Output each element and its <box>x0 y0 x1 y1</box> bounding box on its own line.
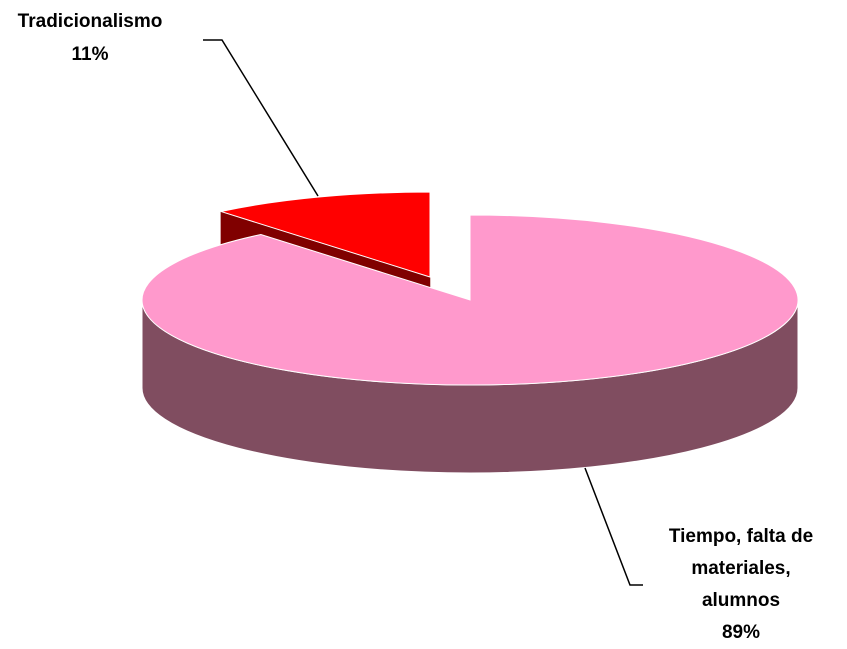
slice-value-label: 11% <box>71 44 109 65</box>
leader-line <box>203 39 319 197</box>
slice-value-label: 89% <box>721 622 761 643</box>
slice <box>141 214 799 386</box>
slice-label: Tradicionalismo <box>17 11 163 32</box>
slice <box>218 191 431 278</box>
leader-line <box>584 467 643 586</box>
slice-label: Tiempo, falta de materiales, alumnos <box>668 526 814 611</box>
